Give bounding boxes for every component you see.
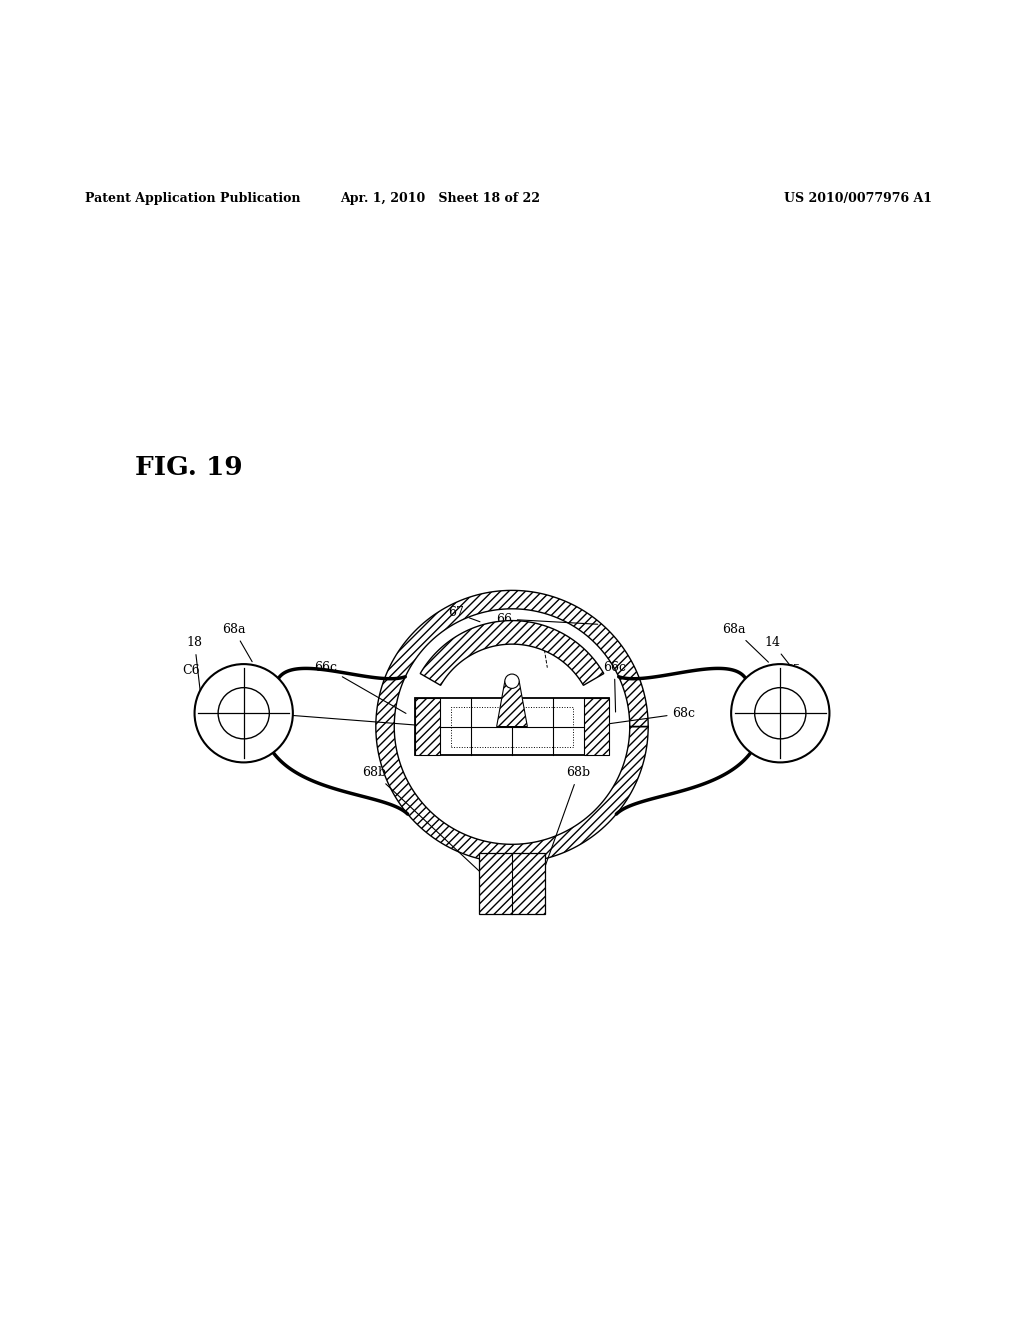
Text: C7: C7 bbox=[537, 634, 554, 645]
FancyBboxPatch shape bbox=[584, 698, 609, 755]
FancyBboxPatch shape bbox=[479, 853, 545, 913]
Text: 66c: 66c bbox=[314, 661, 406, 713]
Text: 68c: 68c bbox=[592, 706, 695, 726]
Text: 68b: 68b bbox=[544, 766, 591, 870]
Text: 68c: 68c bbox=[253, 706, 432, 726]
Text: US 2010/0077976 A1: US 2010/0077976 A1 bbox=[783, 191, 932, 205]
FancyBboxPatch shape bbox=[415, 698, 609, 755]
Text: 18: 18 bbox=[186, 636, 203, 704]
Circle shape bbox=[218, 688, 269, 739]
Circle shape bbox=[731, 664, 829, 763]
FancyBboxPatch shape bbox=[415, 698, 440, 755]
Circle shape bbox=[195, 664, 293, 763]
Polygon shape bbox=[376, 590, 648, 863]
Polygon shape bbox=[420, 620, 604, 685]
Text: 68a: 68a bbox=[222, 623, 252, 661]
Text: 68: 68 bbox=[230, 692, 247, 705]
Text: 14: 14 bbox=[764, 636, 820, 704]
Text: C5: C5 bbox=[783, 664, 801, 677]
Text: 68: 68 bbox=[737, 692, 754, 705]
Text: C6: C6 bbox=[182, 664, 200, 677]
Text: Patent Application Publication: Patent Application Publication bbox=[85, 191, 300, 205]
Text: 67: 67 bbox=[447, 606, 480, 622]
Text: 68b: 68b bbox=[361, 766, 479, 871]
Circle shape bbox=[505, 675, 519, 689]
Polygon shape bbox=[497, 681, 527, 726]
Text: FIG. 19: FIG. 19 bbox=[135, 455, 243, 480]
Text: 68a: 68a bbox=[723, 623, 768, 663]
Circle shape bbox=[755, 688, 806, 739]
Text: 66c: 66c bbox=[603, 661, 626, 711]
Text: Apr. 1, 2010   Sheet 18 of 22: Apr. 1, 2010 Sheet 18 of 22 bbox=[340, 191, 541, 205]
Text: 66: 66 bbox=[496, 612, 598, 626]
